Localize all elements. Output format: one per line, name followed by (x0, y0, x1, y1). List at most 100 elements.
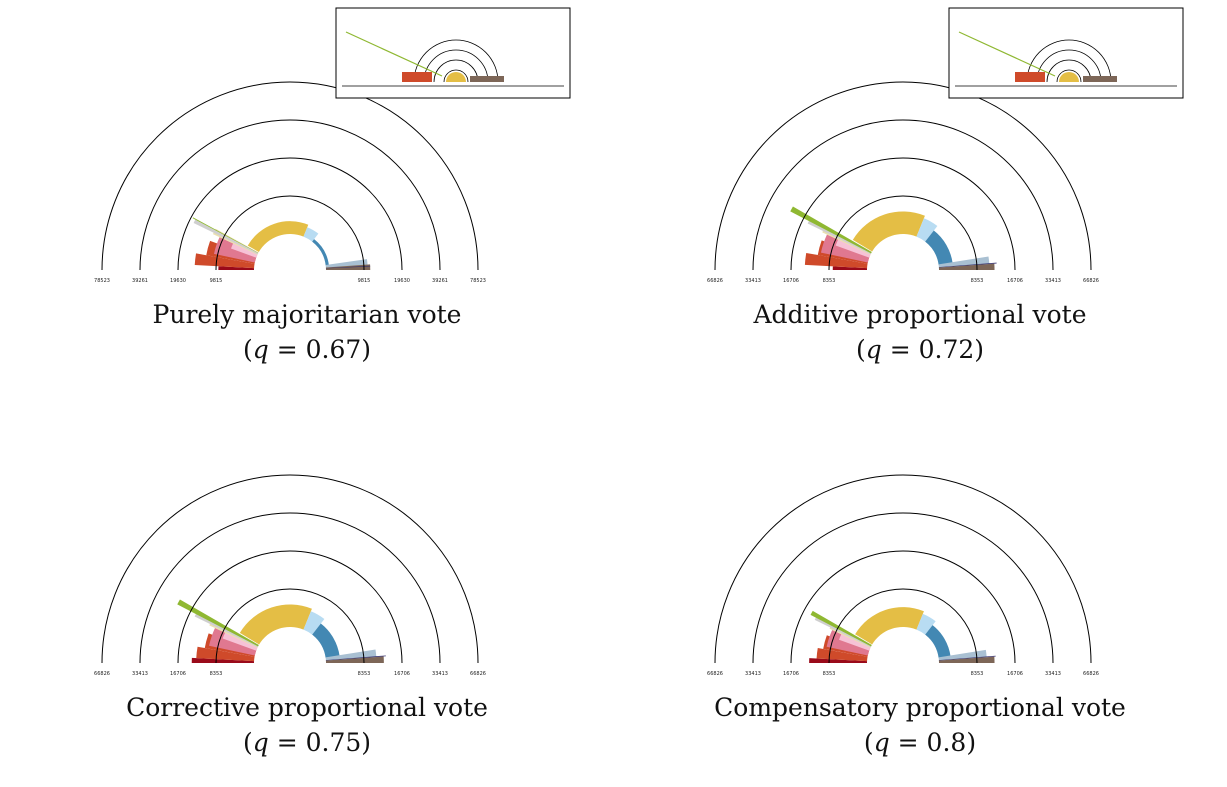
tick-label: 78523 (470, 278, 486, 284)
tick-label: 16706 (1007, 671, 1023, 677)
inset-line-green (958, 31, 1056, 77)
q-symbol: q (865, 335, 882, 364)
tick-label: 66826 (1083, 278, 1099, 284)
grid-ring-3 (101, 81, 479, 271)
chart-title: Purely majoritarian vote (152, 300, 462, 329)
grid-ring-1 (177, 157, 403, 271)
inset-bar-brown (1083, 76, 1117, 82)
tick-label: 19630 (170, 278, 186, 284)
wedge-7 (790, 206, 872, 254)
wedge-13 (938, 655, 996, 661)
inset-bar-brown (470, 76, 504, 82)
inset-bar-yellow (1059, 72, 1079, 82)
wedge-13 (325, 655, 386, 661)
tick-label: 33413 (745, 671, 761, 677)
chart-title: Corrective proportional vote (126, 693, 488, 722)
grid-ring-2 (752, 512, 1054, 664)
tick-label: 78523 (94, 278, 110, 284)
chart-title: Additive proportional vote (753, 300, 1087, 329)
wedge-10 (312, 623, 340, 658)
wedge-10 (925, 625, 951, 658)
grid-ring-0 (215, 195, 365, 271)
chart-title: Compensatory proportional vote (714, 693, 1126, 722)
tick-label: 16706 (783, 278, 799, 284)
grid-ring-3 (714, 474, 1092, 664)
wedge-6 (193, 219, 259, 255)
wedge-10 (312, 239, 329, 266)
inset-ring-0 (1056, 69, 1082, 83)
inset-bar-red (402, 72, 432, 82)
tick-label: 33413 (745, 278, 761, 284)
polar-chart: 66826 33413 16706 8353 8353 16706 33413 66826 (707, 474, 1099, 677)
tick-label: 9815 (358, 278, 371, 284)
wedge-9 (303, 611, 325, 635)
tick-label: 66826 (707, 278, 723, 284)
inset-ring-0 (443, 69, 469, 83)
wedge-7 (810, 610, 872, 647)
grid-ring-1 (790, 550, 1016, 664)
q-label: (q = 0.72) (855, 335, 985, 364)
q-value: 0.8 (926, 728, 967, 757)
tick-label: 8353 (823, 671, 836, 677)
tick-label: 16706 (394, 671, 410, 677)
panel-corrective: 66826 33413 16706 8353 8353 16706 33413 66826 C… (0, 393, 614, 787)
tick-label: 66826 (470, 671, 486, 677)
tick-label: 19630 (394, 278, 410, 284)
grid-ring-1 (177, 550, 403, 664)
q-label: (q = 0.8) (863, 728, 977, 757)
grid-ring-1 (790, 157, 1016, 271)
panel-majoritarian: 78523 39261 19630 9815 9815 19630 39261 78523 P… (0, 0, 614, 394)
wedge-8 (247, 221, 309, 252)
q-value: 0.72 (918, 335, 975, 364)
wedge-9 (303, 227, 319, 242)
wedge-8 (852, 211, 925, 252)
grid-ring-0 (828, 588, 978, 664)
inset-ring-3 (1026, 39, 1112, 83)
tick-label: 16706 (1007, 278, 1023, 284)
tick-label: 66826 (94, 671, 110, 677)
wedge-1 (804, 252, 868, 269)
grid-ring-2 (752, 119, 1054, 271)
grid-ring-0 (828, 195, 978, 271)
inset-frame (335, 7, 571, 99)
tick-label: 33413 (132, 671, 148, 677)
wedge-12 (325, 656, 384, 663)
wedge-9 (916, 218, 938, 242)
wedge-9 (916, 613, 936, 635)
tick-label: 39261 (432, 278, 448, 284)
tick-label: 8353 (971, 671, 984, 677)
wedge-8 (239, 604, 312, 645)
grid-ring-3 (714, 81, 1092, 271)
inset-line-green (345, 31, 443, 77)
wedge-13 (938, 262, 997, 268)
grid-ring-2 (139, 119, 441, 271)
tick-label: 8353 (358, 671, 371, 677)
tick-label: 66826 (1083, 671, 1099, 677)
q-symbol: q (873, 728, 890, 757)
panel-additive: 66826 33413 16706 8353 8353 16706 33413 66826 A… (613, 0, 1227, 394)
grid-ring-0 (215, 588, 365, 664)
wedge-13 (325, 265, 371, 269)
polar-chart: 66826 33413 16706 8353 8353 16706 33413 66826 (94, 474, 486, 677)
inset-frame (948, 7, 1184, 99)
q-symbol: q (252, 728, 269, 757)
wedge-0 (191, 657, 255, 663)
wedge-1 (194, 253, 255, 269)
q-value: 0.67 (305, 335, 362, 364)
polar-chart: 78523 39261 19630 9815 9815 19630 39261 78523 (94, 7, 571, 284)
wedge-8 (855, 607, 924, 645)
tick-label: 33413 (1045, 278, 1061, 284)
tick-label: 9815 (210, 278, 223, 284)
tick-label: 66826 (707, 671, 723, 677)
polar-chart: 66826 33413 16706 8353 8353 16706 33413 66826 (707, 7, 1184, 284)
grid-ring-3 (101, 474, 479, 664)
q-value: 0.75 (305, 728, 362, 757)
wedge-12 (938, 263, 995, 270)
q-label: (q = 0.75) (242, 728, 372, 757)
tick-label: 8353 (210, 671, 223, 677)
wedge-7 (177, 599, 259, 647)
inset-bar-red (1015, 72, 1045, 82)
tick-label: 33413 (432, 671, 448, 677)
inset-bar-yellow (446, 72, 466, 82)
tick-label: 8353 (971, 278, 984, 284)
